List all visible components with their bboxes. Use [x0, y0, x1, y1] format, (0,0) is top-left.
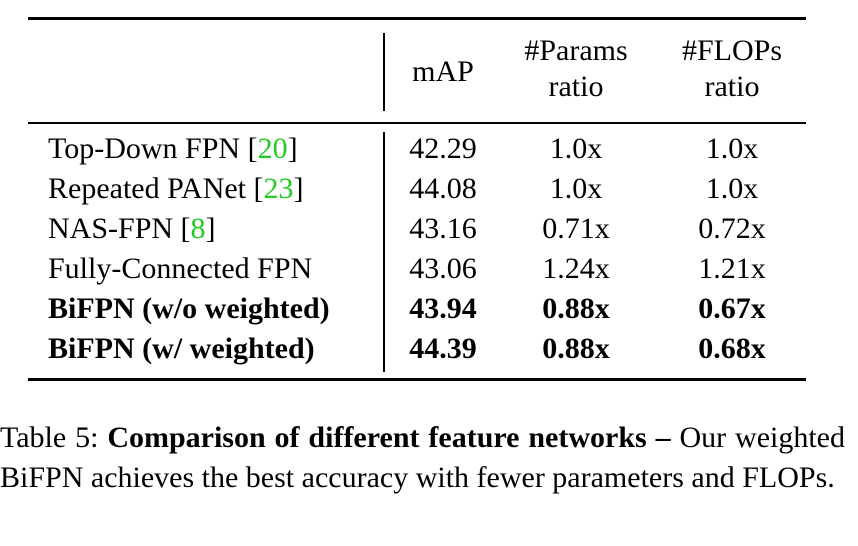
- header-flops-line1: #FLOPs: [681, 34, 783, 67]
- bottom-rule: [28, 378, 806, 381]
- header-params-line2: ratio: [548, 70, 604, 103]
- table-caption: Table 5: Comparison of different feature…: [0, 418, 845, 498]
- header-params: #Params ratio: [508, 33, 644, 105]
- row-params: 1.0x: [549, 172, 603, 205]
- row-name: Top-Down FPN [20]: [48, 132, 298, 165]
- row-params: 1.0x: [549, 132, 603, 165]
- row-flops: 1.0x: [705, 132, 759, 165]
- row-name: BiFPN (w/o weighted): [48, 292, 330, 325]
- row-flops: 1.21x: [698, 252, 766, 285]
- row-flops: 0.67x: [698, 292, 766, 325]
- citation-link[interactable]: 23: [263, 172, 294, 205]
- row-flops: 0.68x: [698, 332, 766, 365]
- header-flops: #FLOPs ratio: [662, 33, 802, 105]
- row-params: 0.88x: [542, 292, 610, 325]
- row-map: 43.06: [409, 252, 477, 285]
- citation-link[interactable]: 20: [257, 132, 288, 165]
- row-name: NAS-FPN [8]: [48, 212, 216, 245]
- caption-label: Table 5:: [0, 421, 99, 454]
- row-params: 0.88x: [542, 332, 610, 365]
- body-divider: [383, 132, 385, 372]
- top-rule: [28, 17, 806, 20]
- row-map: 44.39: [409, 332, 477, 365]
- header-divider: [383, 33, 385, 111]
- row-map: 43.16: [409, 212, 477, 245]
- row-flops: 0.72x: [698, 212, 766, 245]
- header-map: mAP: [412, 55, 474, 88]
- row-name: Fully-Connected FPN: [48, 252, 313, 285]
- row-map: 42.29: [409, 132, 477, 165]
- citation-link[interactable]: 8: [190, 212, 206, 245]
- row-name: Repeated PANet [23]: [48, 172, 304, 205]
- row-params: 1.24x: [542, 252, 610, 285]
- row-params: 0.71x: [542, 212, 610, 245]
- header-flops-line2: ratio: [704, 70, 760, 103]
- header-params-line1: #Params: [524, 34, 628, 67]
- row-map: 44.08: [409, 172, 477, 205]
- row-map: 43.94: [409, 292, 477, 325]
- caption-text: Our weighted BiFPN achieves the best acc…: [0, 421, 845, 494]
- caption-title: Comparison of different feature networks…: [107, 421, 671, 454]
- row-name: BiFPN (w/ weighted): [48, 332, 315, 365]
- header-rule: [28, 122, 806, 124]
- row-flops: 1.0x: [705, 172, 759, 205]
